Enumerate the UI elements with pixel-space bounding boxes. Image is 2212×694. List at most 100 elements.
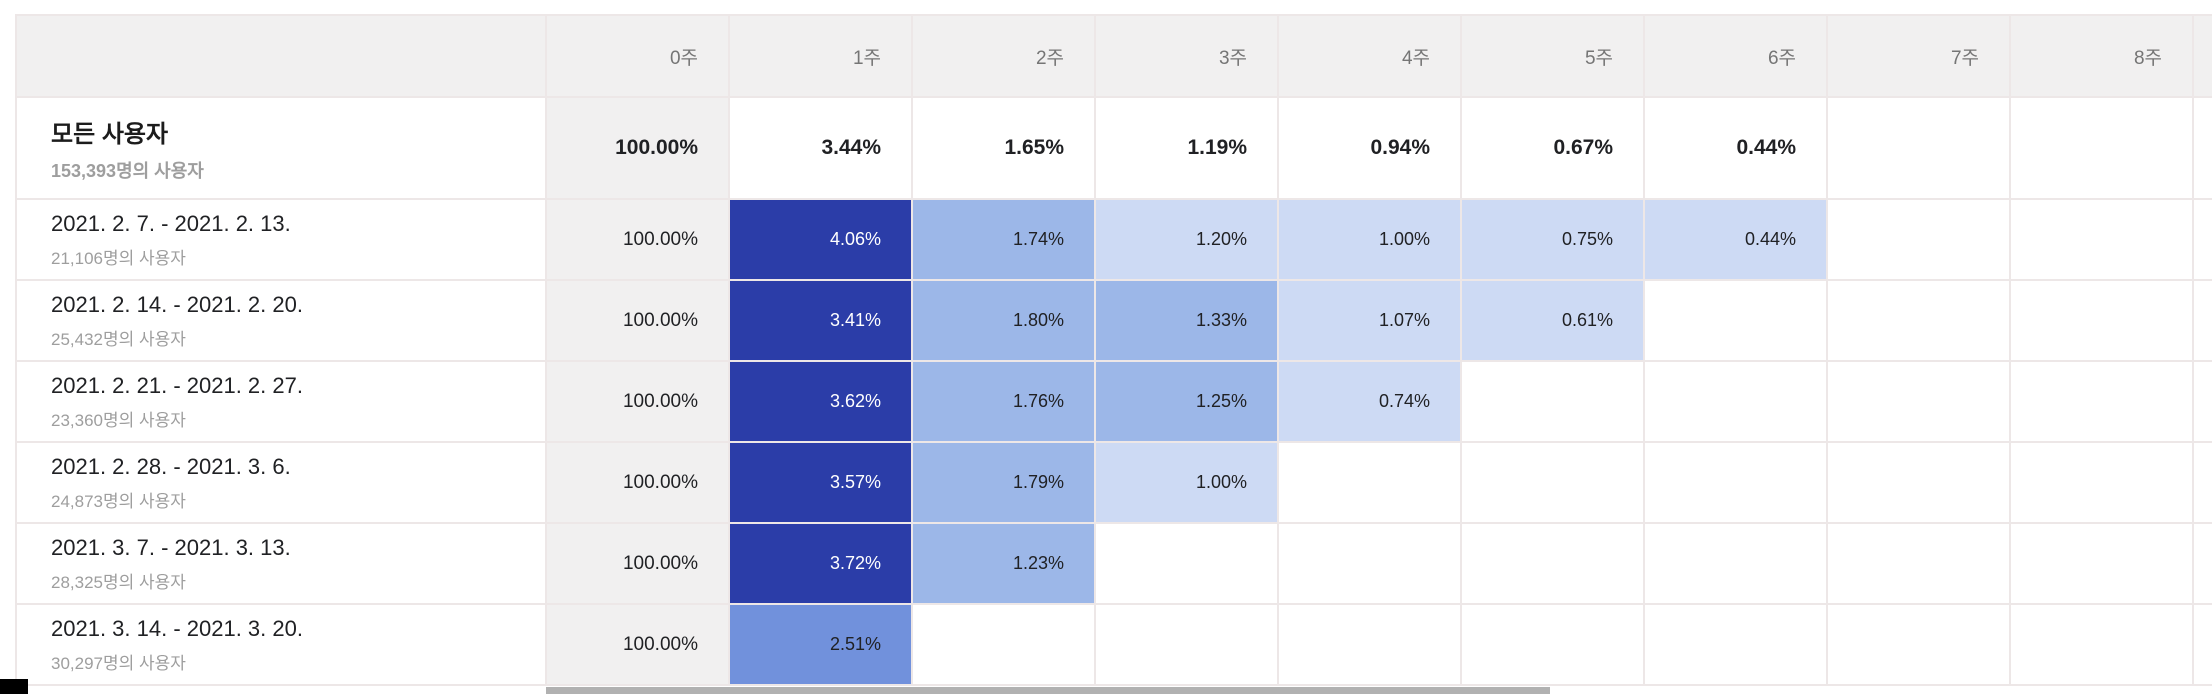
all-users-week-partial [2192,98,2212,198]
cohort-2-user-count: 25,432명의 사용자 [51,329,186,349]
cohort-6-week-6 [1643,605,1826,684]
cohort-row-5: 2021. 3. 7. - 2021. 3. 13. 28,325명의 사용자 … [17,524,2212,605]
cohort-6-week-7 [1826,605,2009,684]
cohort-3-user-count: 23,360명의 사용자 [51,410,186,430]
cohort-1-week-4: 1.00% [1277,200,1460,279]
bottom-left-artifact [0,679,28,694]
cohort-5-user-count: 28,325명의 사용자 [51,572,186,592]
cohort-retention-table: 0주 1주 2주 3주 4주 5주 6주 7주 8주 모든 사용자 153,39… [15,14,2212,686]
cohort-2-week-5: 0.61% [1460,281,1643,360]
cohort-6-week-3 [1094,605,1277,684]
cohort-2-week-0: 100.00% [545,281,728,360]
week-header-2: 2주 [911,16,1094,96]
cohort-1-week-5: 0.75% [1460,200,1643,279]
week-header-3: 3주 [1094,16,1277,96]
cohort-5-week-partial [2192,524,2212,603]
week-header-8: 8주 [2009,16,2192,96]
cohort-3-week-6 [1643,362,1826,441]
cohort-5-week-1: 3.72% [728,524,911,603]
cohort-1-user-count: 21,106명의 사용자 [51,248,186,268]
cohort-6-date-range: 2021. 3. 14. - 2021. 3. 20. [51,615,303,641]
cohort-3-week-5 [1460,362,1643,441]
cohort-1-label-cell: 2021. 2. 7. - 2021. 2. 13. 21,106명의 사용자 [17,200,545,279]
cohort-4-week-partial [2192,443,2212,522]
week-header-7: 7주 [1826,16,2009,96]
all-users-title: 모든 사용자 [51,120,169,148]
week-header-row: 0주 1주 2주 3주 4주 5주 6주 7주 8주 [17,16,2212,98]
cohort-3-week-2: 1.76% [911,362,1094,441]
cohort-5-label-cell: 2021. 3. 7. - 2021. 3. 13. 28,325명의 사용자 [17,524,545,603]
cohort-6-week-2 [911,605,1094,684]
cohort-4-week-7 [1826,443,2009,522]
cohort-6-week-1: 2.51% [728,605,911,684]
cohort-6-week-0: 100.00% [545,605,728,684]
cohort-5-date-range: 2021. 3. 7. - 2021. 3. 13. [51,534,291,560]
cohort-row-6: 2021. 3. 14. - 2021. 3. 20. 30,297명의 사용자… [17,605,2212,686]
cohort-4-week-2: 1.79% [911,443,1094,522]
cohort-4-week-1: 3.57% [728,443,911,522]
cohort-5-week-7 [1826,524,2009,603]
cohort-1-week-1: 4.06% [728,200,911,279]
cohort-5-week-6 [1643,524,1826,603]
cohort-4-week-5 [1460,443,1643,522]
cohort-6-label-cell: 2021. 3. 14. - 2021. 3. 20. 30,297명의 사용자 [17,605,545,684]
cohort-3-week-3: 1.25% [1094,362,1277,441]
all-users-week-5: 0.67% [1460,98,1643,198]
week-header-5: 5주 [1460,16,1643,96]
all-users-week-4: 0.94% [1277,98,1460,198]
cohort-5-week-4 [1277,524,1460,603]
cohort-4-week-8 [2009,443,2192,522]
cohort-row-3: 2021. 2. 21. - 2021. 2. 27. 23,360명의 사용자… [17,362,2212,443]
cohort-row-1: 2021. 2. 7. - 2021. 2. 13. 21,106명의 사용자 … [17,200,2212,281]
cohort-2-week-4: 1.07% [1277,281,1460,360]
cohort-2-week-8 [2009,281,2192,360]
cohort-1-week-6: 0.44% [1643,200,1826,279]
week-header-partial [2192,16,2212,96]
cohort-3-week-0: 100.00% [545,362,728,441]
all-users-count: 153,393명의 사용자 [51,160,204,181]
cohort-1-week-partial [2192,200,2212,279]
cohort-3-week-8 [2009,362,2192,441]
all-users-label-cell: 모든 사용자 153,393명의 사용자 [17,98,545,198]
cohort-2-label-cell: 2021. 2. 14. - 2021. 2. 20. 25,432명의 사용자 [17,281,545,360]
cohort-6-week-partial [2192,605,2212,684]
horizontal-scrollbar-thumb[interactable] [546,687,1550,694]
cohort-4-week-0: 100.00% [545,443,728,522]
cohort-3-week-7 [1826,362,2009,441]
cohort-1-week-8 [2009,200,2192,279]
cohort-5-week-0: 100.00% [545,524,728,603]
all-users-week-8 [2009,98,2192,198]
cohort-2-week-3: 1.33% [1094,281,1277,360]
header-corner-cell [17,16,545,96]
cohort-3-week-4: 0.74% [1277,362,1460,441]
cohort-4-user-count: 24,873명의 사용자 [51,491,186,511]
all-users-week-0: 100.00% [545,98,728,198]
cohort-2-date-range: 2021. 2. 14. - 2021. 2. 20. [51,291,303,317]
week-header-4: 4주 [1277,16,1460,96]
week-header-6: 6주 [1643,16,1826,96]
cohort-4-week-6 [1643,443,1826,522]
cohort-6-week-4 [1277,605,1460,684]
cohort-1-week-2: 1.74% [911,200,1094,279]
cohort-1-week-7 [1826,200,2009,279]
all-users-week-1: 3.44% [728,98,911,198]
cohort-1-week-3: 1.20% [1094,200,1277,279]
all-users-week-6: 0.44% [1643,98,1826,198]
week-header-0: 0주 [545,16,728,96]
cohort-3-label-cell: 2021. 2. 21. - 2021. 2. 27. 23,360명의 사용자 [17,362,545,441]
cohort-6-user-count: 30,297명의 사용자 [51,653,186,673]
cohort-2-week-7 [1826,281,2009,360]
cohort-6-week-8 [2009,605,2192,684]
cohort-5-week-2: 1.23% [911,524,1094,603]
cohort-2-week-1: 3.41% [728,281,911,360]
cohort-6-week-5 [1460,605,1643,684]
cohort-5-week-3 [1094,524,1277,603]
all-users-week-2: 1.65% [911,98,1094,198]
cohort-2-week-partial [2192,281,2212,360]
cohort-4-date-range: 2021. 2. 28. - 2021. 3. 6. [51,453,291,479]
cohort-3-week-partial [2192,362,2212,441]
week-header-1: 1주 [728,16,911,96]
cohort-2-week-2: 1.80% [911,281,1094,360]
cohort-5-week-8 [2009,524,2192,603]
cohort-row-4: 2021. 2. 28. - 2021. 3. 6. 24,873명의 사용자 … [17,443,2212,524]
